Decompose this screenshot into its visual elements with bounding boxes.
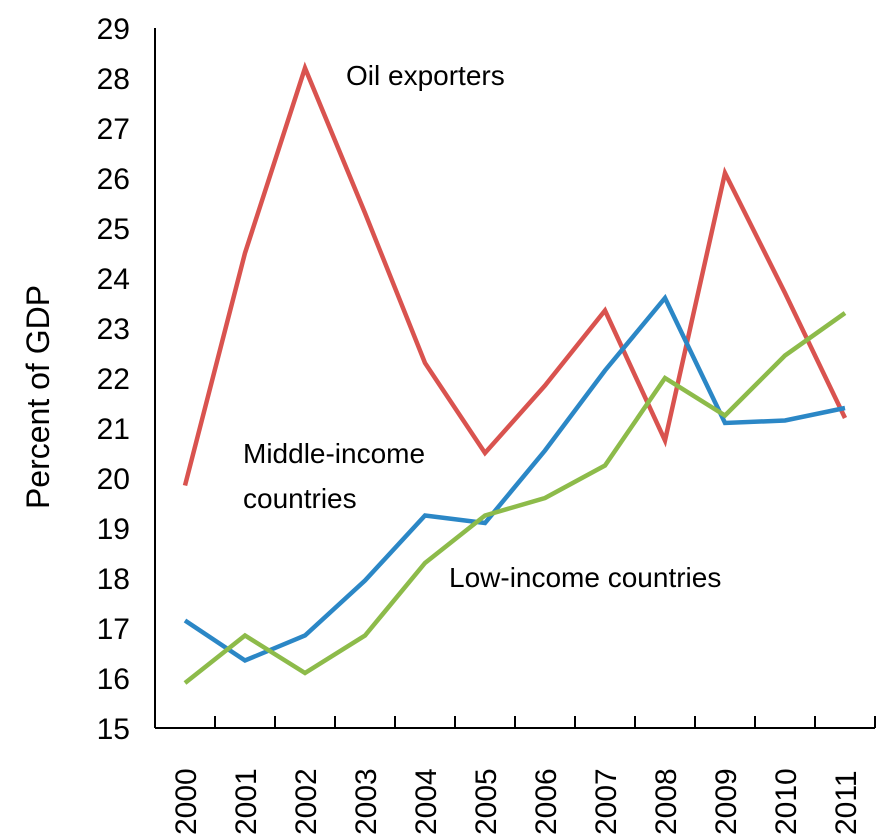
x-axis-ticks (214, 716, 876, 728)
y-tick-label-19: 19 (97, 513, 130, 546)
y-tick-label-23: 23 (97, 313, 130, 346)
x-tick-label-2006: 2006 (530, 768, 563, 835)
y-tick-label-29: 29 (97, 13, 130, 46)
x-tick-label-2002: 2002 (290, 768, 323, 835)
y-tick-label-20: 20 (97, 463, 130, 496)
x-tick-label-2008: 2008 (650, 768, 683, 835)
x-tick-label-2005: 2005 (470, 768, 503, 835)
axes (154, 28, 875, 729)
series-lines (182, 61, 848, 685)
annotation-low-income: Low-income countries (449, 562, 721, 593)
y-tick-label-26: 26 (97, 163, 130, 196)
x-tick-label-2004: 2004 (410, 768, 443, 835)
x-tick-label-2003: 2003 (350, 768, 383, 835)
x-tick-label-2011: 2011 (830, 770, 863, 835)
y-tick-label-15: 15 (97, 713, 130, 746)
annotation-oil-exporters: Oil exporters (346, 60, 505, 91)
y-tick-label-22: 22 (97, 363, 130, 396)
annotation-middle-income-line-2: countries (243, 483, 357, 514)
y-tick-label-21: 21 (97, 413, 130, 446)
y-tick-label-16: 16 (97, 663, 130, 696)
y-tick-label-28: 28 (97, 63, 130, 96)
x-tick-label-2001: 2001 (230, 768, 263, 835)
y-tick-label-24: 24 (97, 263, 130, 296)
series-annotations: Oil exporters Middle-income countries Lo… (243, 60, 721, 593)
x-tick-label-2007: 2007 (590, 768, 623, 835)
y-axis-title: Percent of GDP (20, 285, 56, 509)
x-tick-label-2009: 2009 (710, 768, 743, 835)
y-axis-tick-labels: 15 16 17 18 19 20 21 22 23 24 25 26 27 28 29 (97, 13, 130, 746)
y-tick-label-17: 17 (97, 613, 130, 646)
series-line-low-income-countries (183, 311, 847, 685)
x-tick-label-2010: 2010 (770, 768, 803, 835)
x-tick-label-2000: 2000 (170, 768, 203, 835)
y-tick-label-25: 25 (97, 213, 130, 246)
series-line-oil-exporters (182, 61, 848, 487)
annotation-middle-income-line-1: Middle-income (243, 438, 425, 469)
y-tick-label-18: 18 (97, 563, 130, 596)
series-line-middle-income-countries (183, 293, 846, 664)
y-tick-label-27: 27 (97, 113, 130, 146)
x-axis-tick-labels: 2000 2001 2002 2003 2004 2005 2006 2007 2008 2009… (170, 768, 863, 835)
